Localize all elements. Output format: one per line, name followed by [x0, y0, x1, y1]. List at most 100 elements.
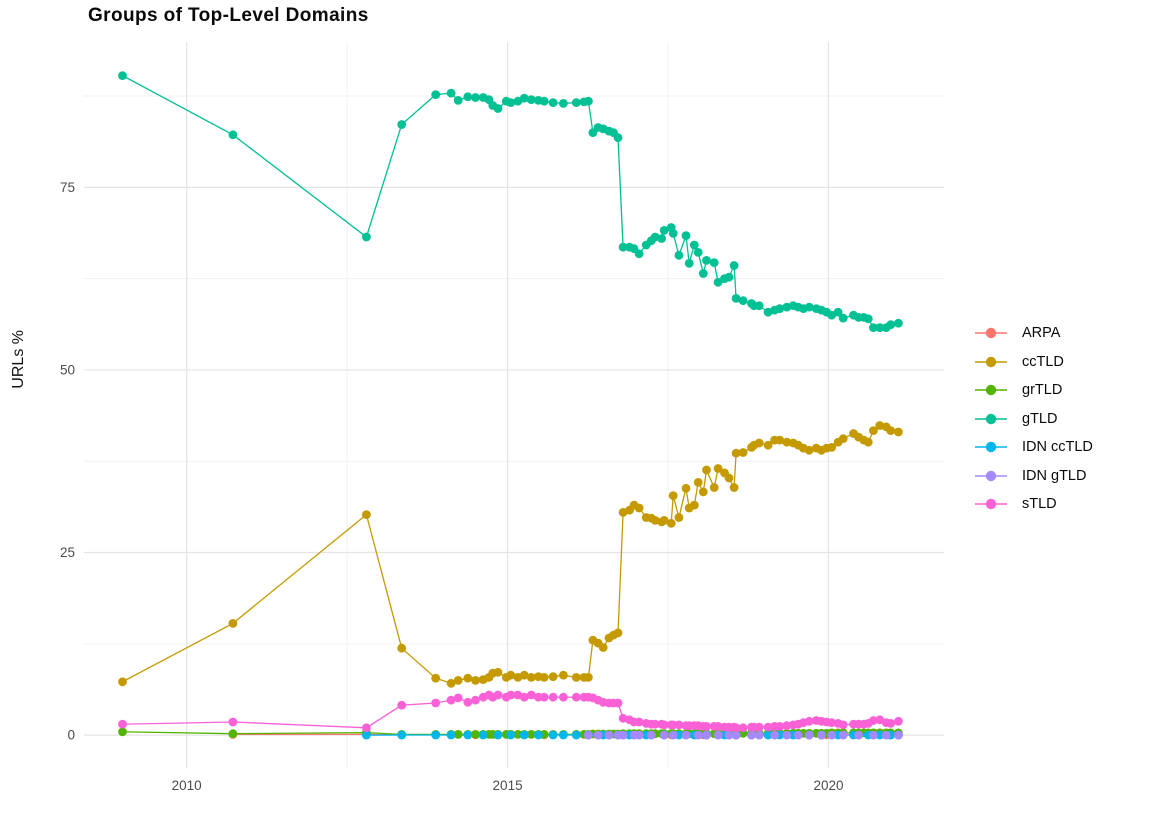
data-point [362, 730, 371, 740]
data-point [827, 718, 837, 728]
data-point [731, 730, 741, 740]
data-point [539, 673, 549, 682]
legend-key-icon [975, 356, 1007, 367]
x-tick-label: 2010 [172, 778, 202, 793]
data-point [397, 700, 407, 710]
data-point [702, 256, 711, 265]
data-point [506, 670, 516, 680]
data-point [724, 272, 734, 282]
data-point [698, 269, 708, 278]
data-point [463, 697, 473, 707]
data-point [548, 730, 558, 740]
data-point [674, 513, 684, 522]
chart-title: Groups of Top-Level Domains [88, 5, 369, 26]
data-point [539, 692, 549, 702]
data-point [463, 92, 473, 102]
series-line-ccTLD [122, 424, 899, 684]
data-point [493, 667, 503, 677]
data-point [453, 676, 463, 685]
data-point [782, 721, 792, 730]
data-point [471, 93, 480, 102]
data-point [693, 730, 703, 740]
data-point [659, 720, 669, 730]
data-point [775, 304, 785, 313]
data-point [770, 730, 779, 740]
data-point [713, 277, 723, 287]
data-point [763, 722, 773, 732]
data-point [729, 261, 739, 270]
data-point [674, 250, 684, 260]
data-point [634, 730, 644, 740]
data-point [397, 120, 407, 129]
data-point [894, 716, 903, 726]
y-tick-label: 0 [67, 728, 75, 743]
data-point [863, 314, 873, 324]
data-point [453, 693, 463, 703]
data-point [446, 88, 456, 98]
data-point [463, 730, 473, 740]
data-point [519, 93, 529, 103]
data-point [571, 98, 581, 107]
data-point [702, 465, 711, 475]
data-point [228, 619, 238, 628]
data-point [446, 695, 456, 705]
data-point [875, 323, 885, 332]
legend-item-ccTLD: ccTLD [966, 348, 1093, 377]
data-point [681, 231, 691, 241]
data-point [657, 234, 666, 243]
legend-label: IDN ccTLD [1022, 439, 1093, 456]
data-point [668, 730, 678, 740]
data-point [118, 677, 127, 687]
data-point [228, 729, 238, 739]
legend-key-icon [975, 470, 1007, 481]
data-point [869, 426, 878, 435]
data-point [869, 716, 878, 725]
data-point [894, 318, 903, 328]
data-point [693, 248, 703, 257]
data-point [698, 487, 708, 497]
data-point [598, 643, 608, 652]
data-point [397, 643, 407, 653]
data-point [559, 99, 568, 108]
legend-label: IDN gTLD [1022, 467, 1087, 484]
data-point [804, 302, 814, 312]
data-point [634, 249, 644, 259]
data-point [471, 695, 480, 705]
data-point [869, 730, 878, 740]
data-point [559, 730, 568, 740]
data-point [817, 730, 826, 740]
data-point [804, 445, 814, 455]
data-point [593, 730, 603, 740]
data-point [659, 516, 669, 525]
y-tick-label: 75 [60, 180, 75, 195]
data-point [875, 730, 885, 740]
data-point [548, 692, 558, 702]
data-point [702, 722, 711, 731]
data-point [731, 294, 741, 303]
data-point [431, 90, 441, 99]
data-point [526, 690, 536, 700]
data-point [584, 673, 593, 682]
data-point [763, 730, 773, 740]
legend-label: ccTLD [1022, 353, 1064, 370]
data-point [526, 95, 536, 105]
data-point [689, 240, 699, 250]
data-point [431, 673, 441, 683]
data-point [659, 226, 669, 235]
data-point [782, 437, 792, 447]
data-point [754, 730, 764, 740]
data-point [659, 730, 669, 740]
data-point [693, 478, 703, 487]
series-line-gTLD [122, 75, 899, 329]
data-point [650, 719, 660, 729]
data-point [886, 426, 896, 435]
data-point [838, 730, 848, 740]
data-point [463, 673, 473, 683]
data-point [634, 717, 644, 727]
data-point [362, 232, 371, 242]
data-point [228, 717, 238, 727]
data-point [729, 483, 739, 492]
data-point [689, 500, 699, 510]
legend-item-IDN-gTLD: IDN gTLD [966, 462, 1093, 491]
data-point [548, 672, 558, 682]
